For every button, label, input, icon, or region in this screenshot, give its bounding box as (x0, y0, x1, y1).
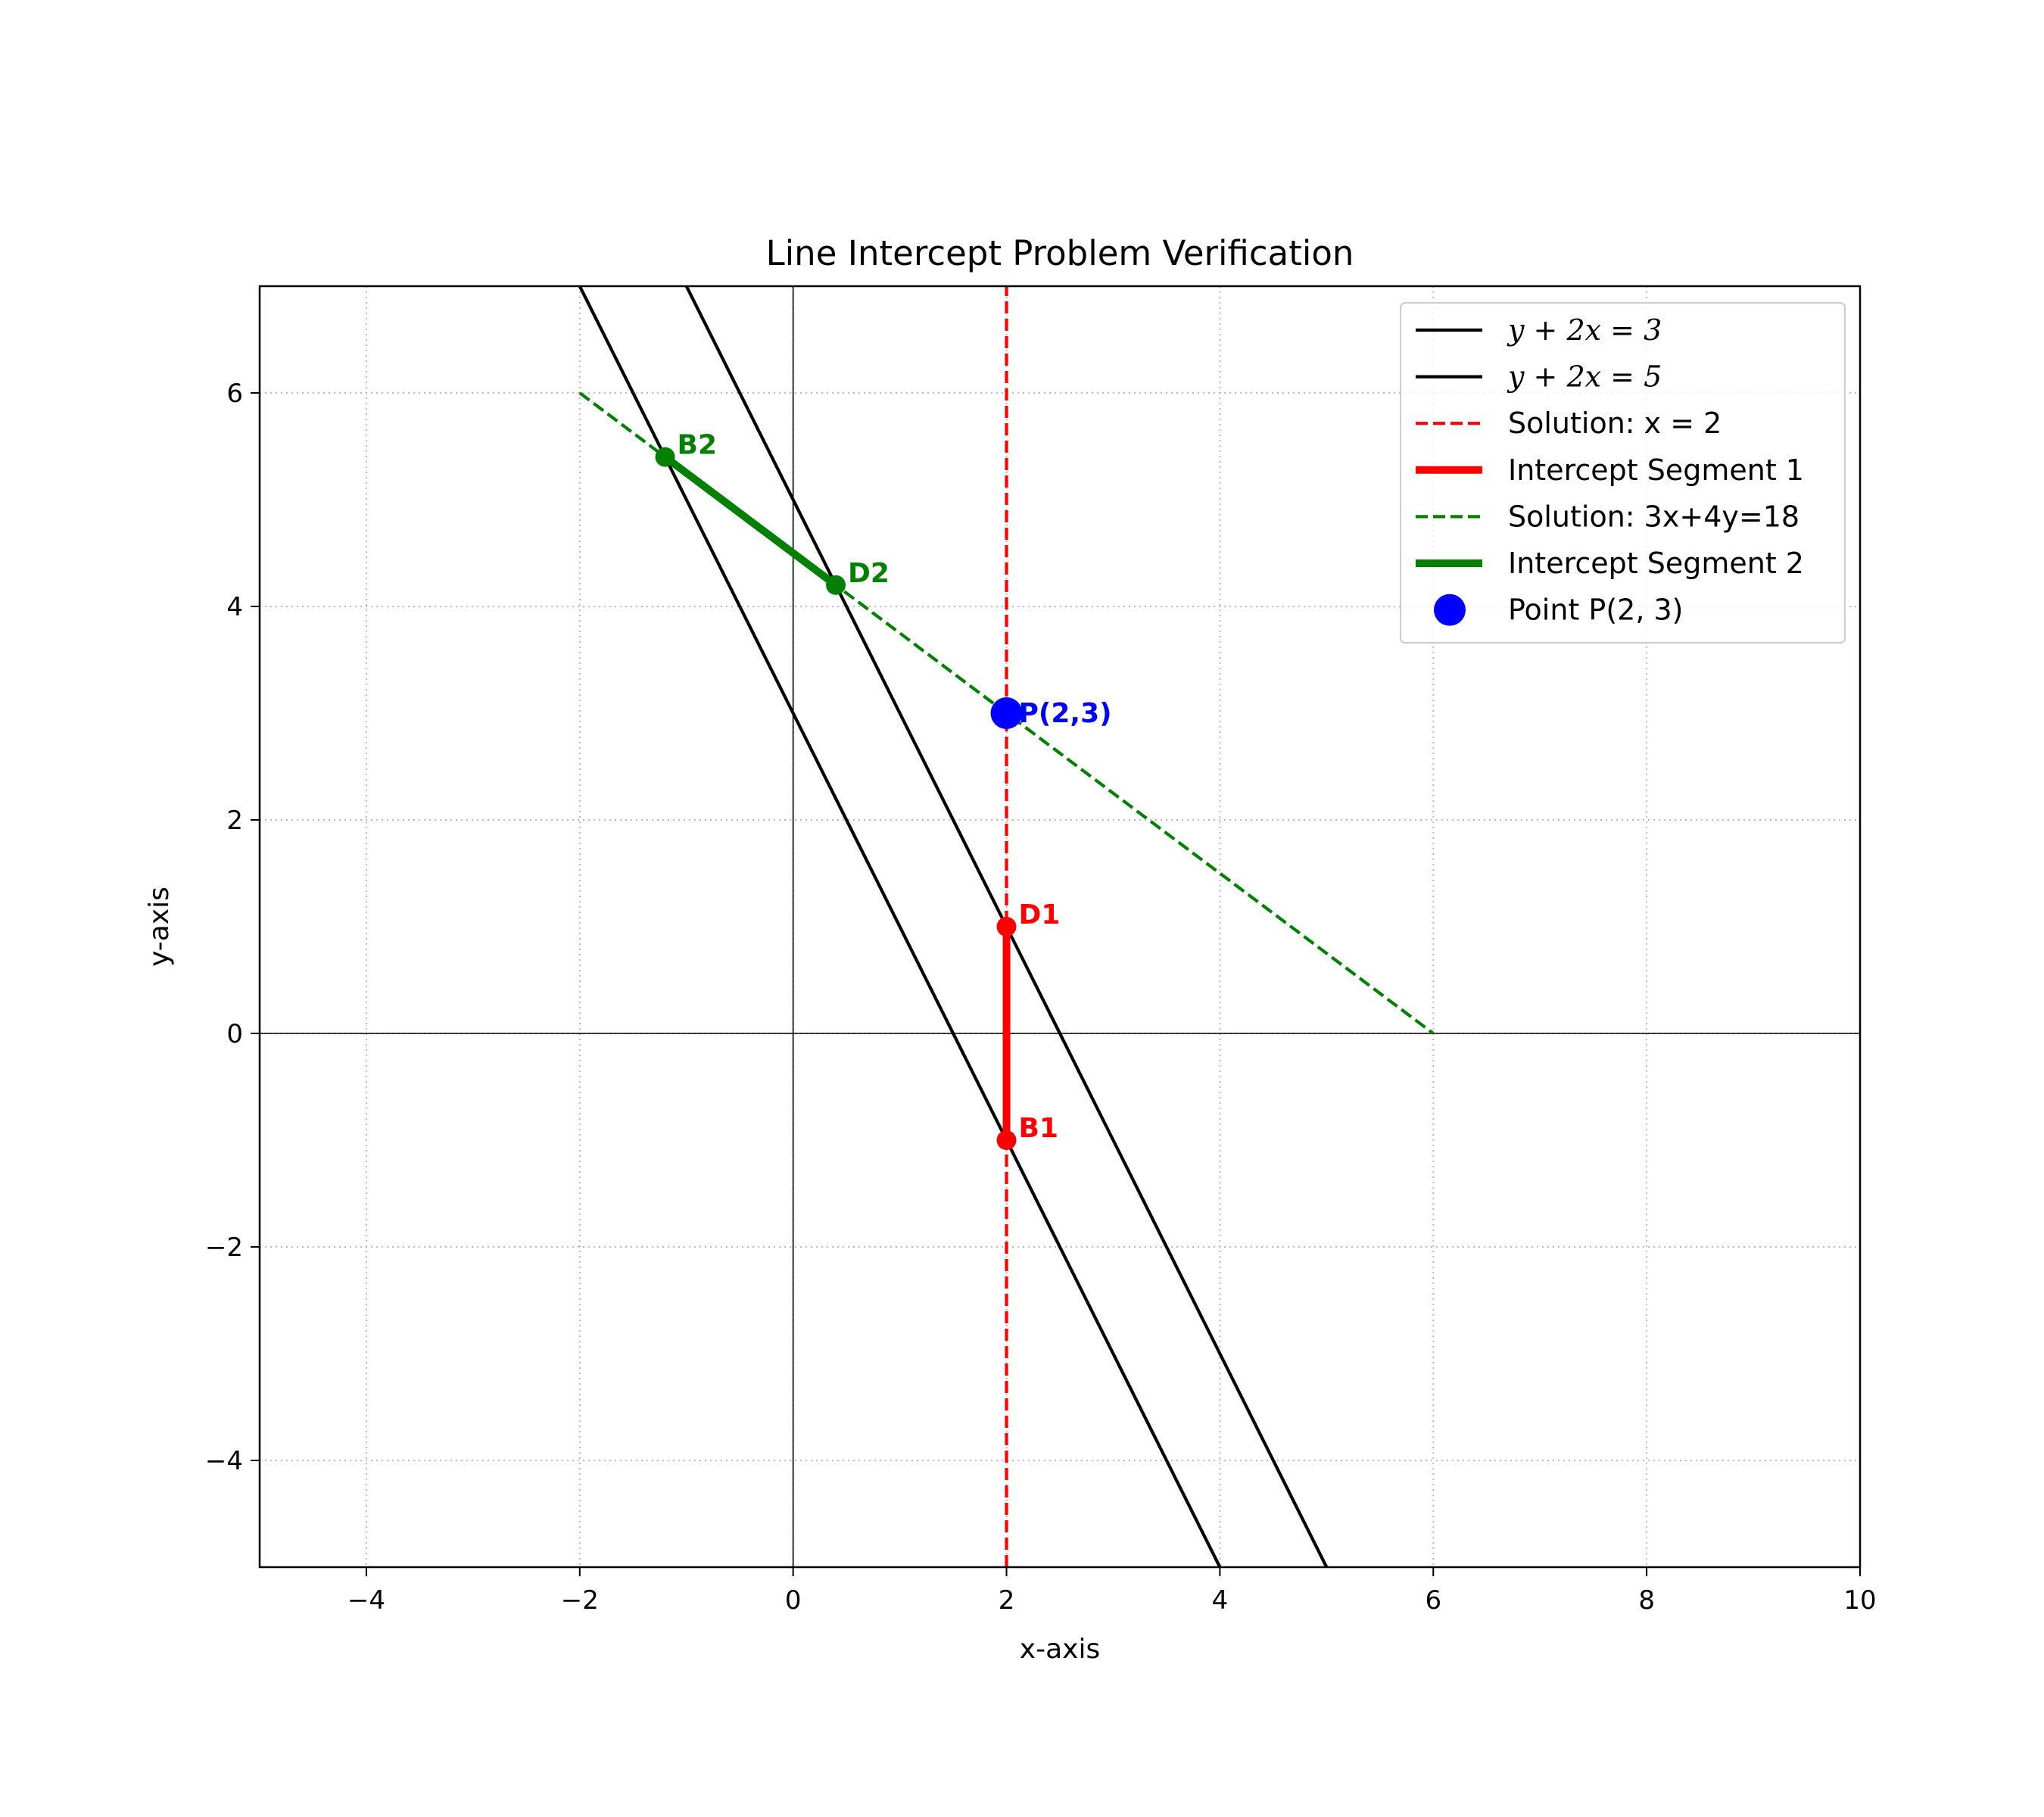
legend-label: Point P(2, 3) (1508, 594, 1684, 627)
x-tick-label: 6 (1425, 1585, 1441, 1616)
legend-marker (1434, 594, 1466, 626)
point-marker (655, 447, 675, 467)
y-axis-label: y-axis (144, 887, 175, 967)
x-tick-label: −4 (347, 1585, 385, 1616)
y-tick-label: 4 (226, 592, 243, 622)
x-tick-label: 4 (1212, 1585, 1229, 1616)
point-label: D1 (1019, 899, 1061, 930)
x-axis-label: x-axis (1020, 1634, 1100, 1665)
legend: y + 2x = 3 y + 2x = 5 Solution: x = 2 Inter… (1400, 302, 1846, 644)
point-label: B2 (678, 430, 718, 461)
y-tick-label: 6 (226, 379, 243, 409)
x-tick-label: 10 (1843, 1585, 1876, 1616)
x-tick-label: 8 (1638, 1585, 1655, 1616)
legend-label: y + 2x = 3 (1507, 313, 1662, 347)
point-label: D2 (848, 558, 890, 589)
series-line (662, 453, 839, 588)
y-tick-label: 0 (226, 1019, 243, 1049)
x-tick-label: −2 (561, 1585, 599, 1616)
legend-label: Intercept Segment 2 (1508, 547, 1804, 580)
point-label: P(2,3) (1019, 698, 1112, 729)
legend-label: Intercept Segment 1 (1508, 453, 1804, 487)
legend-label: y + 2x = 5 (1507, 360, 1662, 394)
point-marker (990, 697, 1023, 729)
point-marker (826, 575, 846, 595)
point-marker (996, 917, 1017, 937)
plot-frame (258, 285, 1862, 1569)
x-tick-label: 2 (999, 1585, 1015, 1616)
point-marker (996, 1130, 1017, 1150)
legend-box (1400, 302, 1846, 644)
y-tick-label: 2 (226, 806, 243, 836)
legend-label: Solution: 3x+4y=18 (1508, 500, 1799, 533)
series-line (578, 286, 1222, 1567)
ticks: −4 −2 0 2 4 6 8 10 −4 −2 0 2 4 6 (205, 379, 1877, 1616)
x-tick-label: 0 (785, 1585, 802, 1616)
y-tick-label: −4 (205, 1446, 243, 1476)
y-tick-label: −2 (205, 1233, 243, 1263)
legend-label: Solution: x = 2 (1508, 407, 1722, 440)
point-label: B1 (1019, 1113, 1059, 1144)
data-points: B2 D2 D1 B1 P(2,3) (655, 430, 1112, 1150)
chart-title: Line Intercept Problem Verification (766, 233, 1354, 273)
